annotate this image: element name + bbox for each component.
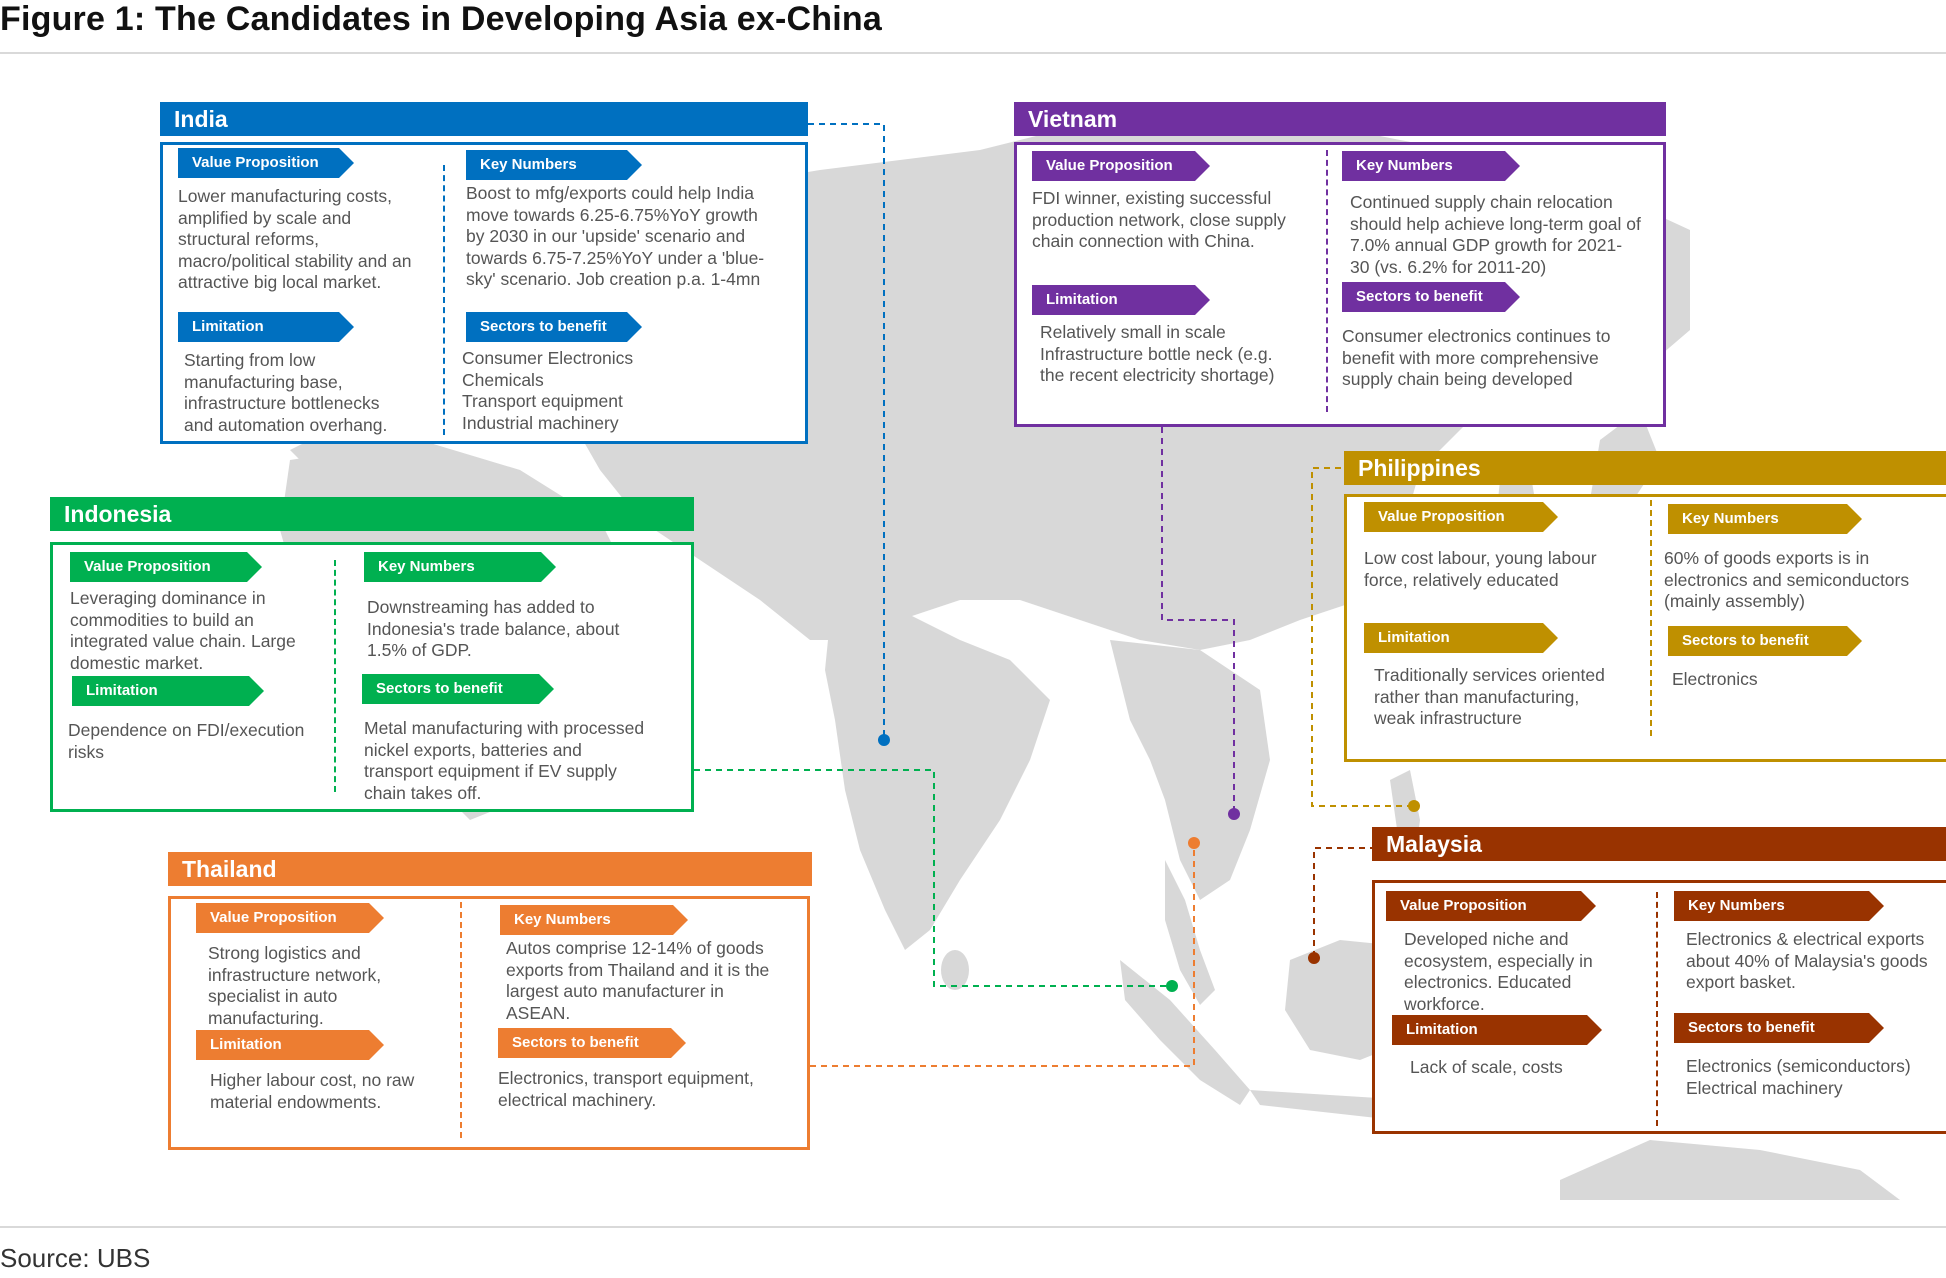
thailand-limitation-tag: Limitation	[196, 1030, 384, 1060]
connector-dots	[878, 734, 1420, 992]
thailand-limitation-text: Higher labour cost, no raw material endo…	[210, 1070, 415, 1112]
indonesia-value-text: Leveraging dominance in commodities to b…	[70, 588, 296, 673]
vietnam-key-text: Continued supply chain relocation should…	[1350, 192, 1641, 277]
vietnam-sectors-text: Consumer electronics continues to benefi…	[1342, 326, 1611, 389]
connectors	[694, 123, 1414, 1067]
bottom-divider	[0, 1226, 1946, 1228]
india-limitation-text: Starting from low manufacturing base, in…	[184, 350, 388, 435]
thailand-header: Thailand	[168, 852, 812, 886]
thailand-separator	[460, 902, 462, 1138]
indonesia-separator	[334, 560, 336, 792]
map-indochina	[1110, 640, 1270, 900]
indonesia-key-tag: Key Numbers	[364, 552, 556, 582]
malaysia-value-tag: Value Proposition	[1386, 891, 1596, 921]
philippines-limitation-text: Traditionally services oriented rather t…	[1374, 665, 1605, 728]
vietnam-value-text: FDI winner, existing successful producti…	[1032, 188, 1286, 251]
vietnam-box	[1014, 142, 1666, 427]
indonesia-connector	[694, 769, 1170, 987]
thailand-value-text: Strong logistics and infrastructure netw…	[208, 943, 382, 1028]
india-value-tag: Value Proposition	[178, 148, 354, 178]
philippines-value-tag: Value Proposition	[1364, 502, 1558, 532]
indonesia-limitation-tag: Limitation	[72, 676, 264, 706]
philippines-connector	[1311, 467, 1414, 807]
indonesia-dot	[1166, 980, 1178, 992]
philippines-dot	[1408, 800, 1420, 812]
malaysia-sectors-text: Electronics (semiconductors) Electrical …	[1686, 1056, 1911, 1098]
vietnam-limitation-tag: Limitation	[1032, 285, 1210, 315]
map-malay-peninsula	[1165, 860, 1215, 1005]
indonesia-header: Indonesia	[50, 497, 694, 531]
vietnam-separator	[1326, 150, 1328, 412]
map-sri-lanka	[941, 950, 969, 990]
india-dot	[878, 734, 890, 746]
india-value-text: Lower manufacturing costs, amplified by …	[178, 186, 412, 292]
malaysia-connector	[1313, 847, 1376, 958]
map-india	[825, 610, 1050, 950]
philippines-value-text: Low cost labour, young labour force, rel…	[1364, 548, 1597, 590]
philippines-key-tag: Key Numbers	[1668, 504, 1862, 534]
india-box	[160, 142, 808, 444]
vietnam-header: Vietnam	[1014, 102, 1666, 136]
india-key-text: Boost to mfg/exports could help India mo…	[466, 183, 765, 289]
indonesia-key-text: Downstreaming has added to Indonesia's t…	[367, 597, 620, 660]
thailand-box	[168, 896, 810, 1150]
malaysia-box	[1372, 880, 1946, 1134]
philippines-header: Philippines	[1344, 451, 1946, 485]
thailand-value-tag: Value Proposition	[196, 903, 384, 933]
philippines-separator	[1650, 500, 1652, 736]
indonesia-sectors-tag: Sectors to benefit	[362, 674, 554, 704]
indonesia-value-tag: Value Proposition	[70, 552, 262, 582]
vietnam-dot	[1228, 808, 1240, 820]
thailand-sectors-tag: Sectors to benefit	[498, 1028, 686, 1058]
philippines-key-text: 60% of goods exports is in electronics a…	[1664, 548, 1910, 611]
malaysia-dot	[1308, 952, 1320, 964]
vietnam-value-tag: Value Proposition	[1032, 151, 1210, 181]
vietnam-key-tag: Key Numbers	[1342, 151, 1520, 181]
map-sumatra	[1120, 960, 1250, 1105]
thailand-key-text: Autos comprise 12-14% of goods exports f…	[506, 938, 770, 1023]
vietnam-limitation-text: Relatively small in scale Infrastructure…	[1040, 322, 1275, 385]
india-limitation-tag: Limitation	[178, 312, 354, 342]
malaysia-key-text: Electronics & electrical exports about 4…	[1686, 929, 1928, 992]
india-connector	[808, 123, 885, 740]
malaysia-key-tag: Key Numbers	[1674, 891, 1884, 921]
malaysia-separator	[1656, 892, 1658, 1126]
india-sectors-tag: Sectors to benefit	[466, 312, 642, 342]
philippines-sectors-text: Electronics	[1672, 669, 1758, 689]
thailand-key-tag: Key Numbers	[500, 905, 688, 935]
thailand-connector	[810, 843, 1195, 1067]
thailand-sectors-text: Electronics, transport equipment, electr…	[498, 1068, 754, 1110]
figure-title: Figure 1: The Candidates in Developing A…	[0, 0, 882, 38]
map-australia-top	[1560, 1140, 1900, 1200]
malaysia-sectors-tag: Sectors to benefit	[1674, 1013, 1884, 1043]
indonesia-limitation-text: Dependence on FDI/execution risks	[68, 720, 305, 762]
top-divider	[0, 52, 1946, 54]
malaysia-limitation-text: Lack of scale, costs	[1410, 1057, 1563, 1077]
source-note: Source: UBS	[0, 1243, 151, 1273]
india-key-tag: Key Numbers	[466, 150, 642, 180]
malaysia-value-text: Developed niche and ecosystem, especiall…	[1404, 929, 1593, 1014]
india-header: India	[160, 102, 808, 136]
thailand-dot	[1188, 837, 1200, 849]
vietnam-sectors-tag: Sectors to benefit	[1342, 282, 1520, 312]
india-separator	[443, 165, 445, 435]
malaysia-header: Malaysia	[1372, 827, 1946, 861]
indonesia-sectors-text: Metal manufacturing with processed nicke…	[364, 718, 645, 803]
philippines-sectors-tag: Sectors to benefit	[1668, 626, 1862, 656]
philippines-limitation-tag: Limitation	[1364, 623, 1558, 653]
malaysia-limitation-tag: Limitation	[1392, 1015, 1602, 1045]
india-sectors-text: Consumer Electronics Chemicals Transport…	[462, 348, 634, 433]
